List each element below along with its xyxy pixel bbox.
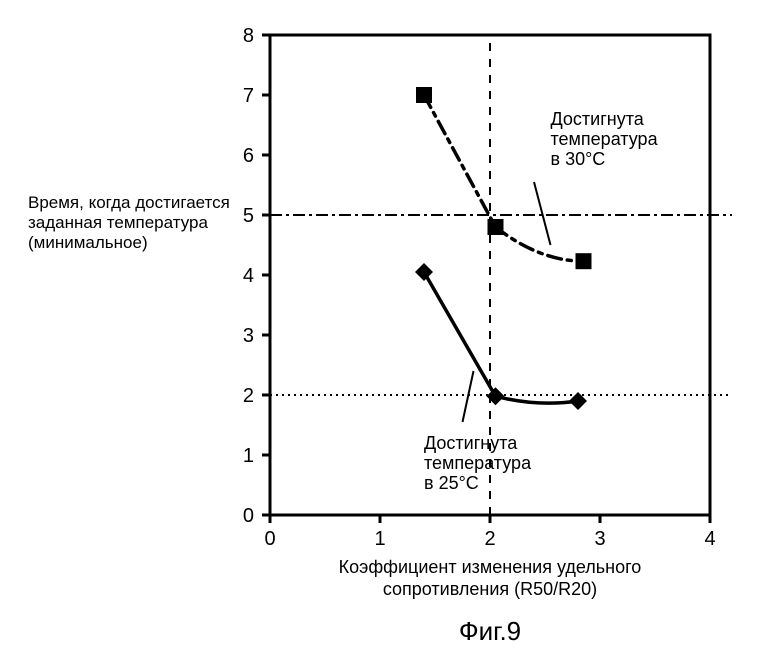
series-30-label: в 30°C [551,149,606,169]
series-30-marker [488,219,504,235]
series-25-label: в 25°C [424,473,479,493]
y-axis-label: Время, когда достигается [28,193,230,212]
y-tick-label: 1 [243,445,254,467]
chart-svg: 0 1 2 3 4 0 1 2 3 4 5 6 7 8 Коэффициент изменения удел… [0,0,780,656]
y-axis-label: (минимальное) [28,233,148,252]
y-axis-label: заданная температура [28,213,208,232]
x-tick-label: 0 [264,528,275,550]
x-tick-label: 4 [704,528,715,550]
figure-container: 0 1 2 3 4 0 1 2 3 4 5 6 7 8 Коэффициент изменения удел… [0,0,780,656]
series-30-marker [576,253,592,269]
series-30-label: температура [551,129,659,149]
figure-caption: Фиг.9 [459,616,521,646]
y-tick-label: 0 [243,505,254,527]
series-30-marker [416,87,432,103]
y-tick-label: 6 [243,145,254,167]
series-30-label: Достигнута [551,109,645,129]
x-axis-label: Коэффициент изменения удельного [339,557,642,577]
series-25-label: температура [424,453,532,473]
y-tick-label: 5 [243,205,254,227]
y-tick-label: 2 [243,385,254,407]
x-tick-label: 2 [484,528,495,550]
series-25-label: Достигнута [424,433,518,453]
y-tick-label: 8 [243,25,254,47]
y-tick-label: 7 [243,85,254,107]
x-tick-label: 1 [374,528,385,550]
y-tick-label: 3 [243,325,254,347]
x-axis-label: сопротивления (R50/R20) [383,579,597,599]
x-tick-label: 3 [594,528,605,550]
y-tick-label: 4 [243,265,254,287]
